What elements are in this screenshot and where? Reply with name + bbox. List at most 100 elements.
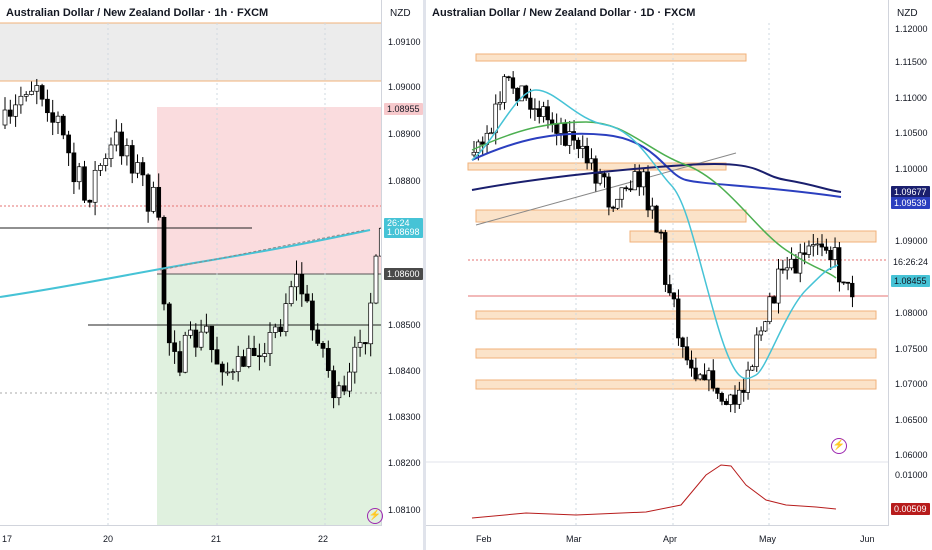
candle-body: [693, 367, 698, 380]
candle-body: [719, 393, 724, 402]
currency-label: NZD: [390, 8, 411, 19]
candle-body: [593, 158, 598, 184]
candle-body: [204, 325, 209, 333]
y-tick: 1.06000: [895, 450, 928, 460]
candle-body: [156, 186, 162, 218]
lightning-icon[interactable]: ⚡: [831, 438, 847, 454]
chart-pane-1d[interactable]: Australian Dollar / New Zealand Dollar ·…: [426, 0, 932, 550]
candle-body: [214, 349, 220, 365]
price-axis-1h[interactable]: NZD 1.09100 1.09000 1.08900 1.08800 1.08…: [381, 0, 423, 550]
candle-body: [650, 205, 655, 211]
candle-body: [737, 389, 742, 405]
supply-demand-zone: [475, 310, 877, 320]
candle-body: [793, 258, 798, 274]
candle-body: [532, 108, 537, 110]
candle-body: [471, 151, 476, 156]
chart-canvas-1d[interactable]: [426, 0, 932, 550]
currency-label: NZD: [897, 8, 918, 19]
y-tick: 1.09000: [895, 236, 928, 246]
candle-body: [710, 370, 716, 389]
candle-body: [251, 347, 257, 356]
countdown: 16:26:24: [893, 257, 929, 267]
candle-body: [602, 173, 607, 178]
candle-body: [145, 174, 151, 212]
candle-body: [828, 249, 833, 261]
candle-body: [480, 141, 485, 145]
candle-body: [771, 296, 777, 304]
chart-title-1h: Australian Dollar / New Zealand Dollar ·…: [6, 7, 269, 19]
candle-body: [541, 106, 546, 117]
candle-body: [357, 342, 363, 348]
chart-canvas-1h[interactable]: [0, 0, 423, 550]
candle-body: [497, 102, 503, 105]
candle-body: [597, 173, 603, 184]
candle-body: [723, 400, 729, 405]
candle-body: [806, 245, 811, 255]
candle-body: [676, 298, 681, 339]
countdown: 26:24: [387, 218, 410, 228]
candle-body: [103, 158, 109, 166]
indicator-line: [471, 464, 837, 519]
candle-body: [66, 134, 71, 154]
candle-body: [515, 87, 520, 102]
candle-body: [29, 90, 34, 95]
candle-body: [776, 268, 781, 304]
candle-body: [584, 145, 590, 164]
candle-body: [262, 353, 268, 357]
candle-body: [819, 243, 824, 248]
candle-body: [151, 186, 156, 212]
candle-body: [689, 359, 694, 369]
candle-body: [610, 206, 616, 209]
candle-body: [92, 169, 98, 203]
indicator-value-tag: 0.00509: [891, 503, 930, 515]
target-price-tag: 1.08955: [384, 103, 423, 115]
candle-body: [129, 145, 135, 174]
chart-pane-1h[interactable]: Australian Dollar / New Zealand Dollar ·…: [0, 0, 423, 550]
candle-body: [815, 243, 820, 246]
candle-body: [182, 334, 188, 373]
candle-body: [797, 252, 803, 274]
candle-body: [198, 331, 204, 348]
candle-body: [745, 369, 750, 393]
candle-body: [558, 123, 563, 134]
candle-body: [219, 363, 225, 373]
candle-body: [580, 145, 585, 149]
candle-body: [166, 303, 172, 344]
candle-body: [55, 115, 61, 123]
candle-body: [671, 292, 677, 300]
y-tick: 1.07000: [895, 379, 928, 389]
candle-body: [489, 132, 494, 135]
y-tick: 1.06500: [895, 415, 928, 425]
candle-body: [18, 95, 24, 106]
range-zone: [0, 23, 382, 81]
candle-body: [172, 342, 177, 352]
candle-body: [230, 371, 236, 374]
candle-body: [124, 145, 130, 157]
candle-body: [315, 329, 321, 344]
candle-body: [658, 231, 664, 234]
supply-demand-zone: [475, 209, 747, 223]
candle-body: [654, 205, 659, 233]
candle-body: [636, 171, 642, 188]
candle-body: [706, 370, 711, 381]
price-axis-1d[interactable]: NZD 1.12000 1.11500 1.11000 1.10500 1.10…: [888, 0, 932, 550]
candle-body: [161, 216, 167, 305]
indicator-tick: 0.01000: [895, 470, 928, 480]
candle-body: [368, 302, 374, 345]
time-axis-1h[interactable]: 17 20 21 22: [0, 525, 382, 550]
chart-title-1d: Australian Dollar / New Zealand Dollar ·…: [432, 7, 696, 19]
time-axis-1d[interactable]: Feb Mar Apr May Jun: [426, 525, 889, 550]
candle-body: [549, 119, 555, 124]
ma-navy-line: [471, 132, 842, 198]
candle-body: [299, 274, 305, 295]
pane-divider[interactable]: [423, 0, 426, 550]
candle-body: [832, 247, 837, 261]
candle-body: [373, 255, 379, 304]
y-tick: 1.09100: [388, 37, 421, 47]
candle-body: [45, 98, 50, 114]
candle-body: [615, 198, 620, 209]
lightning-icon[interactable]: ⚡: [367, 508, 383, 524]
last-price-tag: 26:24 1.08698: [384, 218, 423, 238]
y-tick: 1.08500: [388, 320, 421, 330]
candle-body: [108, 144, 114, 159]
